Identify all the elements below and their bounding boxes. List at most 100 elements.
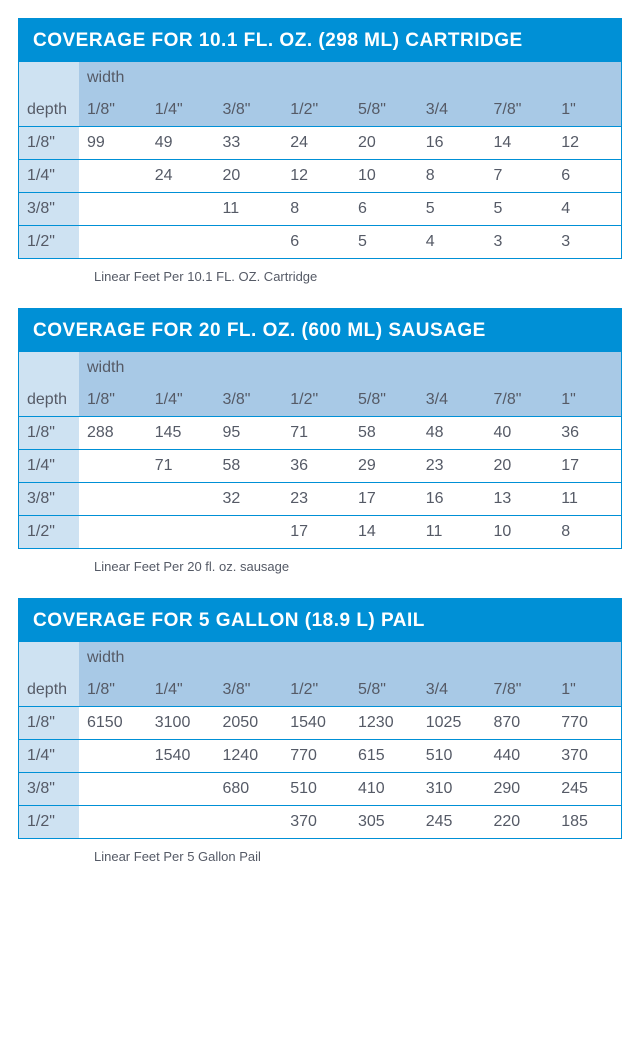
column-header: 5/8"	[350, 674, 418, 707]
data-cell: 7	[486, 160, 554, 193]
data-cell: 13	[486, 483, 554, 516]
width-label: width	[79, 62, 621, 94]
data-cell: 36	[553, 417, 621, 450]
data-cell: 305	[350, 806, 418, 839]
table-caption: Linear Feet Per 5 Gallon Pail	[18, 843, 622, 866]
coverage-table-block: COVERAGE FOR 10.1 FL. OZ. (298 ML) CARTR…	[18, 18, 622, 259]
data-cell	[147, 516, 215, 549]
table-title: COVERAGE FOR 5 GALLON (18.9 L) PAIL	[19, 599, 621, 642]
data-cell: 770	[282, 740, 350, 773]
table-row: 1/4"71583629232017	[19, 450, 621, 483]
data-cell: 11	[418, 516, 486, 549]
table-row: 3/8"680510410310290245	[19, 773, 621, 806]
data-cell: 6	[350, 193, 418, 226]
data-cell: 145	[147, 417, 215, 450]
table-row: 1/2"65433	[19, 226, 621, 259]
data-cell: 16	[418, 127, 486, 160]
data-cell: 17	[553, 450, 621, 483]
data-cell: 1540	[147, 740, 215, 773]
column-header: 1/4"	[147, 384, 215, 417]
table-row: 1/2"370305245220185	[19, 806, 621, 839]
data-cell	[79, 226, 147, 259]
column-header: 3/4	[418, 674, 486, 707]
table-row: 1/8"615031002050154012301025870770	[19, 707, 621, 740]
table-caption: Linear Feet Per 20 fl. oz. sausage	[18, 553, 622, 576]
column-header: 1/4"	[147, 674, 215, 707]
data-cell: 6	[553, 160, 621, 193]
data-cell: 29	[350, 450, 418, 483]
data-cell: 615	[350, 740, 418, 773]
data-cell: 1025	[418, 707, 486, 740]
width-label: width	[79, 352, 621, 384]
column-header: 7/8"	[486, 384, 554, 417]
column-header: 3/8"	[215, 94, 283, 127]
data-cell: 71	[147, 450, 215, 483]
data-cell: 23	[418, 450, 486, 483]
column-header: 1"	[553, 94, 621, 127]
table-row: 1/4"15401240770615510440370	[19, 740, 621, 773]
data-cell: 48	[418, 417, 486, 450]
data-cell	[79, 450, 147, 483]
data-cell: 20	[215, 160, 283, 193]
data-cell: 40	[486, 417, 554, 450]
data-cell: 680	[215, 773, 283, 806]
column-header: 7/8"	[486, 674, 554, 707]
data-cell: 10	[486, 516, 554, 549]
data-cell: 14	[350, 516, 418, 549]
data-cell	[79, 483, 147, 516]
table-title: COVERAGE FOR 10.1 FL. OZ. (298 ML) CARTR…	[19, 19, 621, 62]
row-depth: 1/2"	[19, 226, 79, 259]
data-cell: 3100	[147, 707, 215, 740]
coverage-table-block: COVERAGE FOR 20 FL. OZ. (600 ML) SAUSAGE…	[18, 308, 622, 549]
data-cell	[147, 193, 215, 226]
data-cell	[79, 806, 147, 839]
data-cell: 5	[486, 193, 554, 226]
row-depth: 1/8"	[19, 707, 79, 740]
data-cell: 20	[486, 450, 554, 483]
data-cell: 6	[282, 226, 350, 259]
row-depth: 1/8"	[19, 417, 79, 450]
data-cell: 95	[215, 417, 283, 450]
data-cell: 510	[418, 740, 486, 773]
data-cell: 6150	[79, 707, 147, 740]
table-title: COVERAGE FOR 20 FL. OZ. (600 ML) SAUSAGE	[19, 309, 621, 352]
row-depth: 1/2"	[19, 516, 79, 549]
column-header: 5/8"	[350, 94, 418, 127]
data-cell: 49	[147, 127, 215, 160]
data-cell: 3	[486, 226, 554, 259]
data-cell: 3	[553, 226, 621, 259]
data-cell: 245	[553, 773, 621, 806]
data-cell: 310	[418, 773, 486, 806]
data-cell: 36	[282, 450, 350, 483]
row-depth: 1/4"	[19, 740, 79, 773]
table-caption: Linear Feet Per 10.1 FL. OZ. Cartridge	[18, 263, 622, 286]
data-cell: 4	[553, 193, 621, 226]
data-cell: 290	[486, 773, 554, 806]
coverage-table-block: COVERAGE FOR 5 GALLON (18.9 L) PAILwidth…	[18, 598, 622, 839]
data-cell: 11	[215, 193, 283, 226]
coverage-table: widthdepth1/8"1/4"3/8"1/2"5/8"3/47/8"1"1…	[19, 352, 621, 548]
table-row: 3/8"322317161311	[19, 483, 621, 516]
data-cell	[147, 483, 215, 516]
data-cell: 23	[282, 483, 350, 516]
data-cell: 11	[553, 483, 621, 516]
data-cell	[215, 806, 283, 839]
data-cell: 33	[215, 127, 283, 160]
depth-label: depth	[19, 94, 79, 127]
table-row: 3/8"1186554	[19, 193, 621, 226]
data-cell	[79, 740, 147, 773]
data-cell: 24	[147, 160, 215, 193]
data-cell: 410	[350, 773, 418, 806]
data-cell: 1540	[282, 707, 350, 740]
depth-label: depth	[19, 674, 79, 707]
data-cell: 220	[486, 806, 554, 839]
column-header: 5/8"	[350, 384, 418, 417]
column-header: 3/4	[418, 94, 486, 127]
data-cell: 12	[553, 127, 621, 160]
data-cell: 510	[282, 773, 350, 806]
column-header: 1/2"	[282, 94, 350, 127]
data-cell	[147, 806, 215, 839]
data-cell: 288	[79, 417, 147, 450]
data-cell: 5	[418, 193, 486, 226]
data-cell: 12	[282, 160, 350, 193]
